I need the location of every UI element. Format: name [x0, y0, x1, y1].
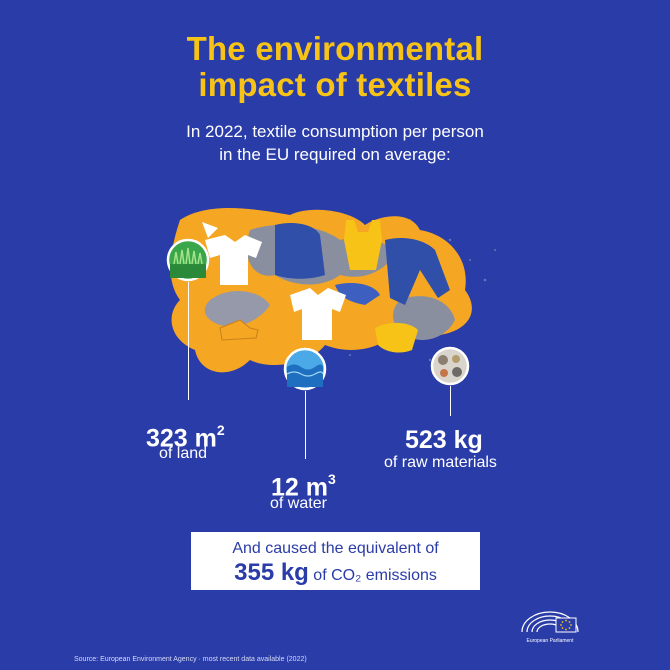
logo-text: European Parliament [526, 638, 574, 644]
raw-value: 523 kg [405, 426, 483, 454]
subtitle-line-2: in the EU required on average: [219, 145, 451, 164]
co2-intro: And caused the equivalent of [232, 540, 439, 557]
water-wave-icon [283, 347, 327, 391]
source-note: Source: European Environment Agency · mo… [74, 656, 307, 663]
title-line-2: impact of textiles [198, 66, 472, 103]
raw-label: of raw materials [384, 454, 497, 471]
grass-field-icon [166, 238, 210, 282]
raw-materials-icon [430, 346, 470, 386]
co2-callout-box: And caused the equivalent of 355 kg of C… [191, 532, 480, 590]
co2-line: 355 kg of CO₂ emissions [191, 560, 480, 589]
denim-strip [335, 283, 380, 305]
sneaker [219, 319, 259, 341]
title-line-1: The environmental [186, 30, 484, 67]
land-leader-line [188, 282, 189, 400]
land-value: 323 m2 [146, 422, 225, 453]
denim-jacket [275, 223, 325, 279]
co2-suffix: of CO₂ emissions [313, 567, 437, 584]
denim-jeans [385, 238, 450, 305]
yellow-cloth [375, 322, 418, 353]
subtitle-line-1: In 2022, textile consumption per person [186, 122, 484, 141]
white-shirt-left [205, 235, 262, 285]
water-label: of water [270, 495, 327, 512]
white-shirt-center [290, 288, 346, 340]
parliament-hemicycle-icon [521, 611, 579, 633]
water-value: 12 m3 [271, 471, 336, 502]
grey-cloth-2 [204, 290, 270, 327]
land-label: of land [159, 445, 208, 462]
raw-leader-line [450, 386, 451, 416]
white-cloth-top [202, 222, 218, 238]
yellow-tank-top [344, 220, 382, 270]
textile-pile-illustration [170, 208, 496, 373]
water-leader-line [305, 391, 306, 459]
co2-value: 355 kg [234, 559, 309, 586]
